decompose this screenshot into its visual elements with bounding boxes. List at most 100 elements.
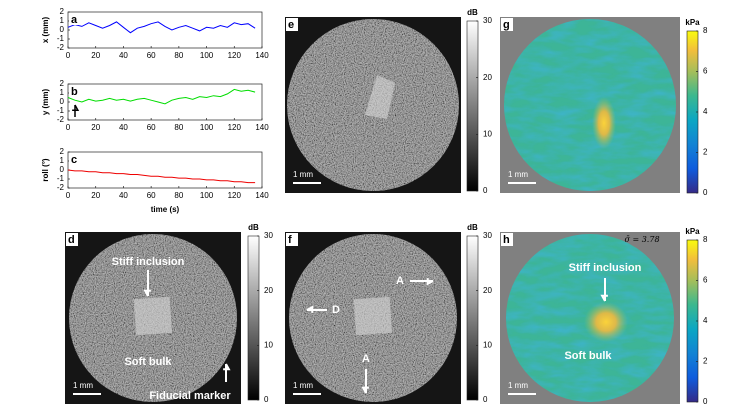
arrow-head — [143, 289, 151, 297]
inclusion — [353, 296, 393, 336]
scale-bar-label: 1 mm — [73, 381, 93, 390]
stiff-region — [592, 97, 616, 149]
arrow-head — [600, 294, 608, 302]
x-tick-label: 140 — [255, 191, 269, 200]
panel-label: b — [71, 86, 78, 98]
y-tick-label: -2 — [57, 115, 65, 124]
x-tick-label: 100 — [200, 51, 214, 60]
x-tick-label: 80 — [174, 191, 183, 200]
panel-label: g — [503, 19, 510, 31]
plot-area — [67, 83, 263, 121]
scale-bar-label: 1 mm — [508, 381, 528, 390]
y-tick-label: 2 — [60, 79, 65, 88]
data-line — [67, 21, 256, 34]
image-elasto — [500, 232, 680, 404]
x-tick-label: 100 — [200, 191, 214, 200]
annotation: D — [332, 304, 340, 316]
y-tick-label: 1 — [60, 88, 65, 97]
x-tick-label: 0 — [66, 123, 71, 132]
y-tick-label: 0 — [60, 25, 65, 34]
x-tick-label: 100 — [200, 123, 214, 132]
y-tick-label: 1 — [60, 156, 65, 165]
y-tick-label: 1 — [60, 16, 65, 25]
colorbar-tick-label: 8 — [703, 26, 708, 35]
panel-label: d — [68, 234, 75, 246]
x-tick-label: 60 — [147, 191, 156, 200]
colorbar — [466, 235, 479, 401]
colorbar-tick-label: 8 — [703, 235, 708, 244]
panel-label-bg — [69, 153, 80, 165]
data-line — [67, 88, 256, 105]
image-elasto — [500, 17, 680, 193]
panel-label: c — [71, 154, 77, 166]
x-tick-label: 80 — [174, 51, 183, 60]
colorbar-tick-label: 6 — [703, 67, 708, 76]
y-tick-label: 0 — [60, 165, 65, 174]
x-axis-label: time (s) — [151, 205, 180, 214]
y-tick-label: 2 — [60, 7, 65, 16]
panel-label: h — [503, 234, 510, 246]
colorbar-unit: dB — [467, 8, 478, 17]
x-tick-label: 0 — [66, 191, 71, 200]
scale-bar-label: 1 mm — [293, 170, 313, 179]
annotation: Soft bulk — [124, 356, 172, 368]
colorbar-tick-label: 10 — [483, 129, 492, 138]
x-tick-label: 0 — [66, 51, 71, 60]
annotation: Stiff inclusion — [569, 262, 642, 274]
colorbar-tick-label: 10 — [264, 340, 273, 349]
x-tick-label: 120 — [228, 191, 242, 200]
y-tick-label: -1 — [57, 106, 65, 115]
y-axis-label: x (mm) — [41, 17, 50, 44]
arrow-head — [306, 305, 314, 313]
panel-label-bg — [69, 85, 80, 97]
x-tick-label: 60 — [147, 123, 156, 132]
colorbar-tick-label: 10 — [483, 340, 492, 349]
plot-area — [67, 11, 263, 49]
scale-bar-label: 1 mm — [293, 381, 313, 390]
x-tick-label: 140 — [255, 51, 269, 60]
colorbar-tick-label: 6 — [703, 276, 708, 285]
annotation: Fiducial marker — [149, 390, 231, 402]
image-bmode — [285, 232, 461, 404]
panel-label: f — [288, 234, 292, 246]
panel-label-bg — [66, 233, 78, 246]
panel-label-bg — [501, 233, 513, 246]
y-axis-label: y (mm) — [41, 89, 50, 116]
colorbar-tick-label: 4 — [703, 107, 708, 116]
x-tick-label: 20 — [91, 191, 100, 200]
panel-label: a — [71, 14, 78, 26]
y-tick-label: -2 — [57, 183, 65, 192]
colorbar-tick-label: 20 — [483, 286, 492, 295]
colorbar-tick-label: 0 — [483, 186, 488, 195]
colorbar-tick-label: 30 — [264, 231, 273, 240]
panel-label-bg — [69, 13, 80, 25]
annotation: A — [362, 353, 370, 365]
inclusion — [365, 75, 395, 119]
colorbar-tick-label: 0 — [483, 395, 488, 404]
colorbar-tick-label: 4 — [703, 316, 708, 325]
annotation: A — [396, 275, 404, 287]
colorbar — [466, 20, 479, 192]
y-tick-label: -2 — [57, 43, 65, 52]
colorbar-tick-label: 0 — [264, 395, 269, 404]
colorbar-tick-label: 0 — [703, 188, 708, 197]
colorbar-tick-label: 20 — [264, 286, 273, 295]
colorbar-tick-label: 20 — [483, 73, 492, 82]
mottle — [504, 19, 676, 191]
colorbar-unit: kPa — [685, 227, 700, 236]
y-tick-label: 2 — [60, 147, 65, 156]
arrow-head — [72, 104, 80, 112]
x-tick-label: 120 — [228, 51, 242, 60]
colorbar-tick-label: 0 — [703, 397, 708, 406]
colorbar-tick-label: 30 — [483, 231, 492, 240]
x-tick-label: 60 — [147, 51, 156, 60]
colorbar-tick-label: 2 — [703, 148, 708, 157]
colorbar-tick-label: 2 — [703, 357, 708, 366]
panel-label: e — [288, 19, 294, 31]
arrow-head — [223, 363, 231, 371]
y-tick-label: -1 — [57, 174, 65, 183]
arrow-head — [426, 278, 434, 286]
panel-label-bg — [286, 233, 298, 246]
inclusion — [133, 296, 173, 336]
